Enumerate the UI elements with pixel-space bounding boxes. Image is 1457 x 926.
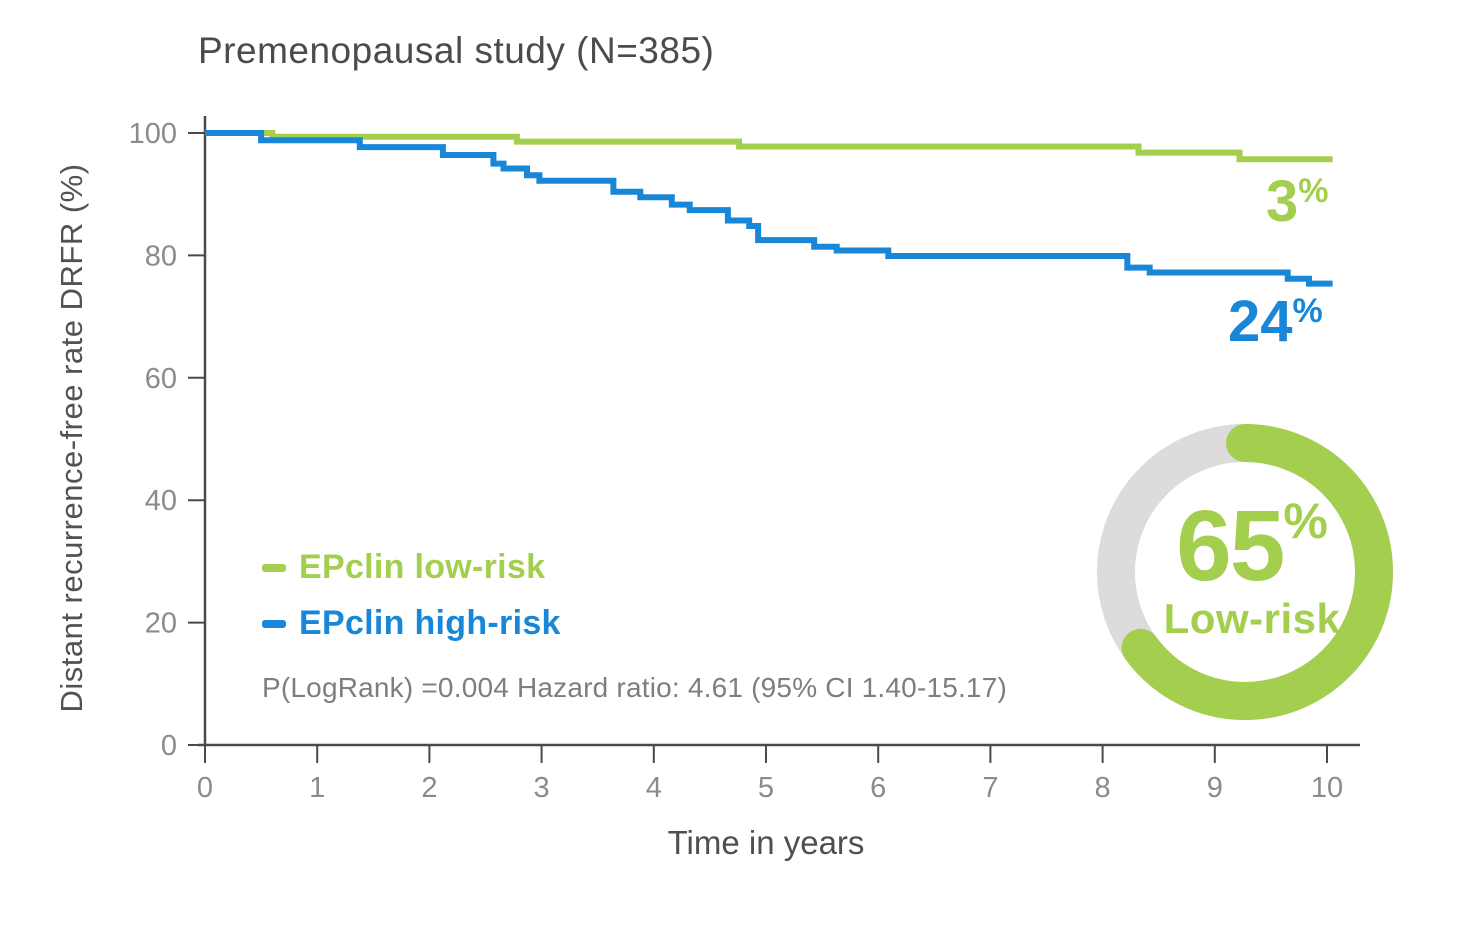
y-tick-label: 60	[145, 363, 177, 395]
y-tick-label: 100	[129, 118, 177, 150]
curve-epclin-low-risk	[205, 130, 1333, 163]
x-tick-label: 9	[1207, 772, 1223, 804]
chart-title: Premenopausal study (N=385)	[198, 30, 715, 71]
y-tick-label: 80	[145, 240, 177, 272]
x-tick-label: 10	[1311, 772, 1343, 804]
donut-label: Low-risk	[1163, 595, 1341, 642]
end-label-low-risk: 3%	[1266, 168, 1329, 235]
legend-dash-low-icon	[262, 563, 286, 572]
x-axis-title: Time in years	[667, 824, 865, 861]
x-tick-label: 4	[646, 772, 662, 804]
end-label-low-percent-sign: %	[1298, 172, 1329, 211]
x-tick-label: 7	[982, 772, 998, 804]
donut-percent-sign: %	[1283, 492, 1328, 549]
y-tick-label: 0	[161, 730, 177, 762]
curve-epclin-high-risk	[205, 130, 1333, 287]
donut-center-text: 65% Low-risk	[1164, 496, 1341, 640]
donut-value-arc	[1121, 424, 1393, 720]
end-label-high-risk: 24%	[1228, 288, 1323, 355]
x-tick-label: 3	[534, 772, 550, 804]
axes	[198, 116, 1360, 747]
donut-value: 65	[1176, 490, 1285, 602]
statistics-annotation: P(LogRank) =0.004 Hazard ratio: 4.61 (95…	[262, 672, 1008, 703]
legend-item-low-risk: EPclin low-risk	[262, 548, 561, 587]
legend-label-low: EPclin low-risk	[299, 548, 546, 586]
end-label-high-percent-sign: %	[1292, 292, 1323, 331]
x-tick-label: 5	[758, 772, 774, 804]
legend-item-high-risk: EPclin high-risk	[262, 604, 561, 643]
legend-dash-high-icon	[262, 619, 286, 628]
legend: EPclin low-risk EPclin high-risk	[262, 548, 561, 660]
end-label-low-value: 3	[1266, 169, 1299, 234]
x-tick-label: 0	[197, 772, 213, 804]
end-label-high-value: 24	[1228, 289, 1293, 354]
legend-label-high: EPclin high-risk	[299, 604, 561, 642]
x-tick-label: 1	[309, 772, 325, 804]
x-tick-label: 8	[1095, 772, 1111, 804]
x-tick-label: 2	[421, 772, 437, 804]
donut-value-line: 65%	[1164, 492, 1341, 597]
axis-ticks	[188, 132, 1328, 763]
y-tick-label: 40	[145, 485, 177, 517]
x-tick-label: 6	[870, 772, 886, 804]
y-tick-label: 20	[145, 608, 177, 640]
